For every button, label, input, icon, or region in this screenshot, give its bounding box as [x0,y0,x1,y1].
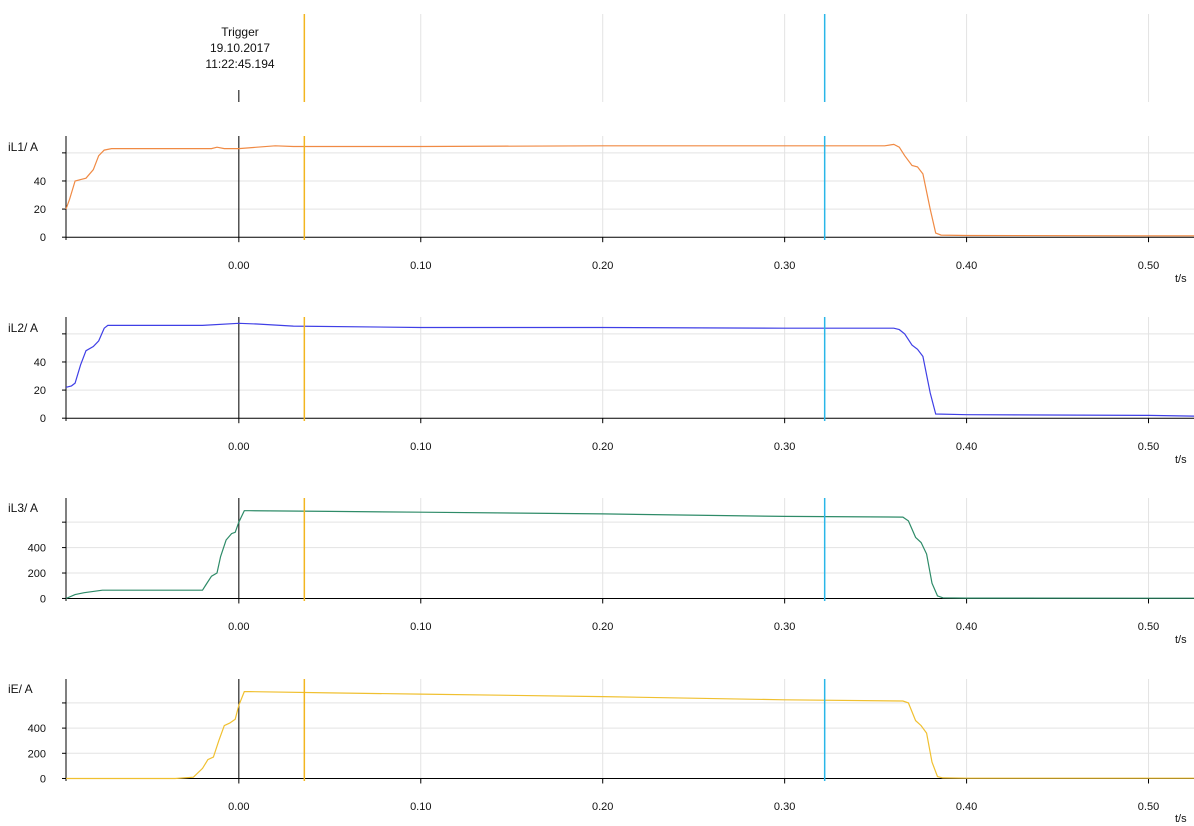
y-tick-label: 400 [28,543,46,555]
y-tick-label: 40 [34,357,46,369]
y-axis-label: iL1/ A [8,140,38,154]
x-tick-label: 0.20 [592,260,613,272]
x-tick-label: 0.10 [410,260,431,272]
series-line [65,510,1194,600]
x-tick-label: 0.00 [228,621,249,633]
x-tick-label: 0.30 [774,801,795,813]
x-tick-label: 0.40 [956,260,977,272]
chart-panel-il1: iL1/ A t/s 0 20 40 0.00 0.10 0.20 0.30 0.40 0.50 [8,136,1194,285]
x-tick-label: 0.00 [228,441,249,453]
y-tick-label: 0 [40,773,46,785]
y-tick-label: 20 [34,204,46,216]
x-tick-label: 0.40 [956,801,977,813]
x-tick-label: 0.50 [1138,441,1159,453]
x-tick-label: 0.40 [956,621,977,633]
x-tick-label: 0.40 [956,441,977,453]
y-tick-label: 200 [28,748,46,760]
series-line [66,691,1194,780]
x-tick-label: 0.50 [1138,621,1159,633]
x-tick-label: 0.10 [410,801,431,813]
x-tick-label: 0.00 [228,260,249,272]
trigger-time: 11:22:45.194 [205,57,275,71]
x-axis-label: t/s [1175,273,1187,285]
x-axis-label: t/s [1175,454,1187,466]
y-tick-label: 20 [34,385,46,397]
x-tick-label: 0.50 [1138,801,1159,813]
trigger-label: Trigger [221,25,259,39]
x-tick-label: 0.30 [774,260,795,272]
y-axis-label: iE/ A [8,682,33,696]
y-axis-label: iL2/ A [8,321,38,335]
y-axis-label: iL3/ A [8,501,38,515]
chart-panel-ie: iE/ A t/s 0 200 400 0.00 0.10 0.20 0.30 0.40 0.5… [8,679,1194,825]
x-tick-label: 0.50 [1138,260,1159,272]
x-tick-label: 0.00 [228,801,249,813]
series-line [65,322,1194,417]
x-tick-label: 0.20 [592,801,613,813]
x-tick-label: 0.30 [774,621,795,633]
trigger-header: Trigger 19.10.2017 11:22:45.194 [205,14,1150,102]
x-tick-label: 0.30 [774,441,795,453]
x-axis-label: t/s [1175,813,1187,825]
y-tick-label: 0 [40,232,46,244]
y-tick-label: 40 [34,176,46,188]
header-grid [420,14,1150,102]
x-tick-label: 0.20 [592,621,613,633]
x-tick-label: 0.10 [410,621,431,633]
y-tick-label: 0 [40,593,46,605]
y-tick-label: 400 [28,723,46,735]
y-tick-label: 200 [28,568,46,580]
series-line [65,143,1194,237]
chart-panel-il2: iL2/ A t/s 0 20 40 0.00 0.10 0.20 0.30 0.40 0.50 [8,317,1194,466]
x-tick-label: 0.10 [410,441,431,453]
x-tick-label: 0.20 [592,441,613,453]
y-tick-label: 0 [40,413,46,425]
x-axis-label: t/s [1175,634,1187,646]
trigger-date: 19.10.2017 [210,41,270,55]
chart-panel-il3: iL3/ A t/s 0 200 400 0.00 0.10 0.20 0.30 0.40 0.… [8,498,1194,646]
